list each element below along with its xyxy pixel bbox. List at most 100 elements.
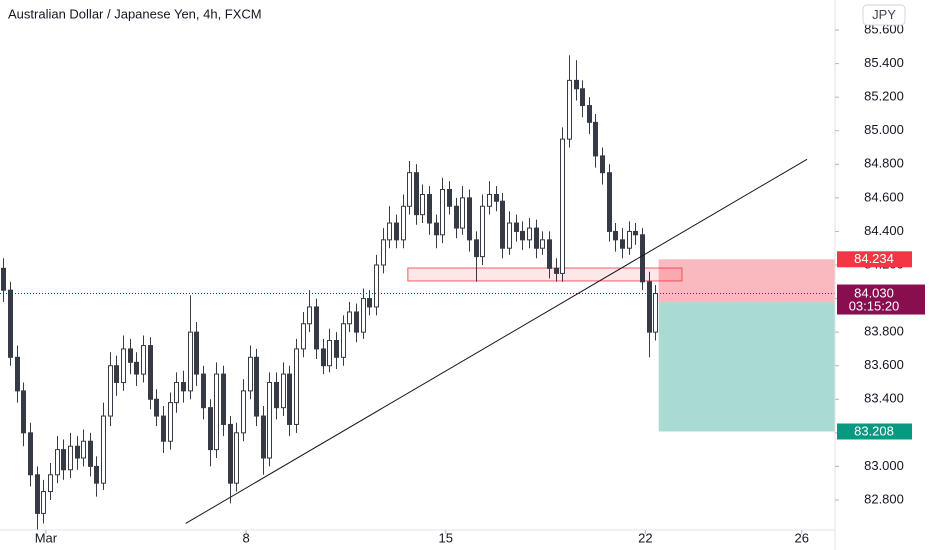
currency-button[interactable] bbox=[862, 4, 906, 26]
y-tick-label: 83.800 bbox=[864, 324, 904, 339]
candle-body bbox=[447, 188, 452, 207]
candle-body bbox=[75, 445, 80, 459]
x-tick-label: 22 bbox=[638, 530, 652, 545]
candle-body bbox=[148, 345, 153, 400]
candle-body bbox=[261, 415, 266, 459]
candle-body bbox=[321, 348, 326, 367]
candle-body bbox=[627, 230, 632, 249]
candle-body bbox=[341, 323, 346, 358]
trendline bbox=[185, 158, 808, 524]
y-tick-label: 84.400 bbox=[864, 223, 904, 238]
current-price-label: 84.030 bbox=[854, 285, 894, 300]
candle-body bbox=[407, 172, 412, 207]
candle-body bbox=[35, 474, 40, 514]
target-price-label-bg bbox=[837, 423, 912, 440]
candle-body bbox=[580, 88, 585, 107]
candle-body bbox=[301, 323, 306, 350]
candle-body bbox=[28, 432, 33, 476]
candle-body bbox=[94, 465, 99, 484]
candle-body bbox=[81, 440, 86, 459]
candle-body bbox=[414, 172, 419, 216]
candle-body bbox=[361, 298, 366, 333]
stop-price-label: 84.234 bbox=[854, 251, 894, 266]
candle-body bbox=[314, 306, 319, 350]
candle-body bbox=[48, 474, 53, 493]
candle-body bbox=[174, 381, 179, 404]
candle-body bbox=[181, 381, 186, 392]
candle-body bbox=[560, 138, 565, 274]
candle-body bbox=[427, 194, 432, 224]
y-tick-label: 83.600 bbox=[864, 357, 904, 372]
candle-body bbox=[587, 105, 592, 123]
candle-body bbox=[1, 267, 6, 291]
candle-body bbox=[61, 449, 66, 471]
candle-body bbox=[507, 222, 512, 249]
candle-body bbox=[15, 356, 20, 392]
candle-body bbox=[613, 230, 618, 241]
candle-body bbox=[487, 194, 492, 207]
x-tick-label: 8 bbox=[243, 530, 250, 545]
candle-body bbox=[68, 445, 73, 471]
y-tick-label: 82.800 bbox=[864, 491, 904, 506]
candle-body bbox=[114, 365, 119, 383]
candle-body bbox=[254, 356, 259, 417]
candle-body bbox=[514, 222, 519, 232]
candle-body bbox=[41, 491, 46, 514]
candle-body bbox=[540, 239, 545, 249]
candle-body bbox=[474, 239, 479, 258]
candle-body bbox=[21, 390, 26, 434]
candle-body bbox=[8, 289, 13, 358]
candle-body bbox=[214, 373, 219, 451]
candle-body bbox=[201, 373, 206, 409]
candle-body bbox=[228, 423, 233, 484]
candle-body bbox=[161, 415, 166, 442]
y-tick-label: 85.000 bbox=[864, 122, 904, 137]
candle-body bbox=[434, 222, 439, 236]
candle-body bbox=[633, 230, 638, 236]
candle-body bbox=[248, 356, 253, 392]
chart-title: Australian Dollar / Japanese Yen, 4h, FX… bbox=[8, 6, 262, 21]
candle-body bbox=[647, 281, 652, 333]
candle-body bbox=[401, 205, 406, 241]
current-price-bg bbox=[837, 284, 925, 315]
x-tick-label: Mar bbox=[35, 530, 58, 545]
candle-body bbox=[480, 205, 485, 258]
candle-body bbox=[607, 172, 612, 232]
candle-body bbox=[134, 361, 139, 375]
candle-body bbox=[234, 432, 239, 484]
candle-body bbox=[460, 197, 465, 229]
candle-body bbox=[640, 234, 645, 283]
y-tick-label: 84.600 bbox=[864, 189, 904, 204]
candle-body bbox=[500, 200, 505, 249]
y-tick-label: 83.000 bbox=[864, 458, 904, 473]
target-zone bbox=[658, 302, 835, 432]
candle-body bbox=[154, 398, 159, 417]
x-tick-label: 26 bbox=[794, 530, 808, 545]
countdown-label: 03:15:20 bbox=[849, 298, 900, 313]
candle-body bbox=[241, 390, 246, 434]
candle-body bbox=[494, 194, 499, 202]
candle-body bbox=[534, 227, 539, 249]
plot-area bbox=[0, 55, 835, 531]
candle-body bbox=[188, 331, 193, 392]
candle-body bbox=[527, 227, 532, 241]
candle-body bbox=[168, 402, 173, 442]
candle-body bbox=[287, 373, 292, 425]
candle-body bbox=[194, 331, 199, 375]
candle-body bbox=[274, 381, 279, 409]
stop-price-label-bg bbox=[837, 251, 912, 268]
candle-body bbox=[327, 340, 332, 367]
candle-body bbox=[221, 373, 226, 425]
y-tick-label: 84.800 bbox=[864, 156, 904, 171]
currency-label[interactable]: JPY bbox=[872, 7, 896, 22]
candle-body bbox=[381, 239, 386, 266]
candle-body bbox=[347, 311, 352, 325]
y-tick-label: 85.200 bbox=[864, 89, 904, 104]
y-tick-label: 85.400 bbox=[864, 55, 904, 70]
candle-body bbox=[334, 340, 339, 358]
candle-body bbox=[307, 306, 312, 325]
stop-zone bbox=[658, 259, 835, 303]
